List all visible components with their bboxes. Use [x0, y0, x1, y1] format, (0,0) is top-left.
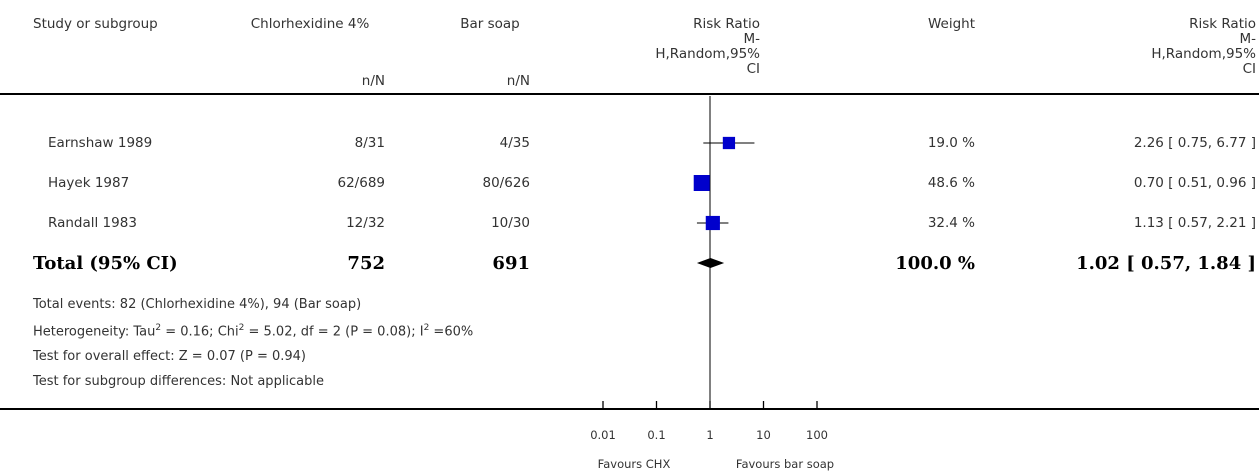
study-weight: 32.4 % [927, 215, 975, 231]
header-rr-method-3: CI [746, 61, 760, 77]
study-g1: 8/31 [354, 135, 385, 151]
study-name: Earnshaw 1989 [48, 135, 153, 151]
study-g1: 62/689 [337, 175, 386, 191]
overall-effect-note: Test for overall effect: Z = 0.07 (P = 0… [33, 349, 306, 364]
study-box [693, 175, 710, 191]
header-weight: Weight [927, 16, 975, 32]
header-rr-method: M- [743, 31, 760, 47]
study-g2: 10/30 [491, 215, 530, 231]
header-group1: Chlorhexidine 4% [250, 16, 370, 32]
total-events-note: Total events: 82 (Chlorhexidine 4%), 94 … [33, 297, 362, 312]
study-weight: 48.6 % [927, 175, 975, 191]
favours-right-label: Favours bar soap [736, 457, 834, 471]
total-g2: 691 [492, 253, 530, 274]
header-study: Study or subgroup [33, 16, 158, 32]
total-weight: 100.0 % [895, 253, 975, 274]
header-rr-title: Risk Ratio [693, 16, 760, 32]
axis-tick-label: 0.1 [647, 428, 665, 442]
header-rr-method-2: H,Random,95% [655, 46, 760, 62]
study-name: Hayek 1987 [48, 175, 130, 191]
study-g2: 80/626 [482, 175, 531, 191]
heterogeneity-note: Heterogeneity: Tau2 = 0.16; Chi2 = 5.02,… [33, 323, 474, 340]
subgroup-note: Test for subgroup differences: Not appli… [33, 374, 325, 389]
total-label: Total (95% CI) [33, 253, 178, 274]
study-weight: 19.0 % [927, 135, 975, 151]
study-box [705, 215, 720, 231]
total-g1: 752 [347, 253, 385, 274]
axis-tick-label: 100 [806, 428, 828, 442]
study-name: Randall 1983 [48, 215, 137, 231]
header-rr-method-right: M- [1239, 31, 1256, 47]
total-ci: 1.02 [ 0.57, 1.84 ] [1076, 253, 1256, 274]
study-ci: 1.13 [ 0.57, 2.21 ] [1133, 215, 1256, 231]
study-ci: 0.70 [ 0.51, 0.96 ] [1133, 175, 1256, 191]
axis-tick-label: 1 [706, 428, 713, 442]
header-group2: Bar soap [460, 16, 520, 32]
pooled-diamond [696, 258, 725, 268]
axis-tick-label: 10 [756, 428, 771, 442]
header-rr-method-right-2: H,Random,95% [1151, 46, 1256, 62]
header-rr-title-right: Risk Ratio [1189, 16, 1256, 32]
header-rule [0, 93, 1259, 95]
study-g1: 12/32 [346, 215, 385, 231]
bottom-rule [0, 408, 1259, 410]
study-box [722, 136, 736, 150]
study-ci: 2.26 [ 0.75, 6.77 ] [1133, 135, 1256, 151]
header-group2-nN: n/N [506, 73, 530, 89]
favours-left-label: Favours CHX [598, 457, 671, 471]
study-g2: 4/35 [499, 135, 530, 151]
axis-tick-label: 0.01 [590, 428, 616, 442]
header-group1-nN: n/N [361, 73, 385, 89]
header-rr-method-right-3: CI [1242, 61, 1256, 77]
